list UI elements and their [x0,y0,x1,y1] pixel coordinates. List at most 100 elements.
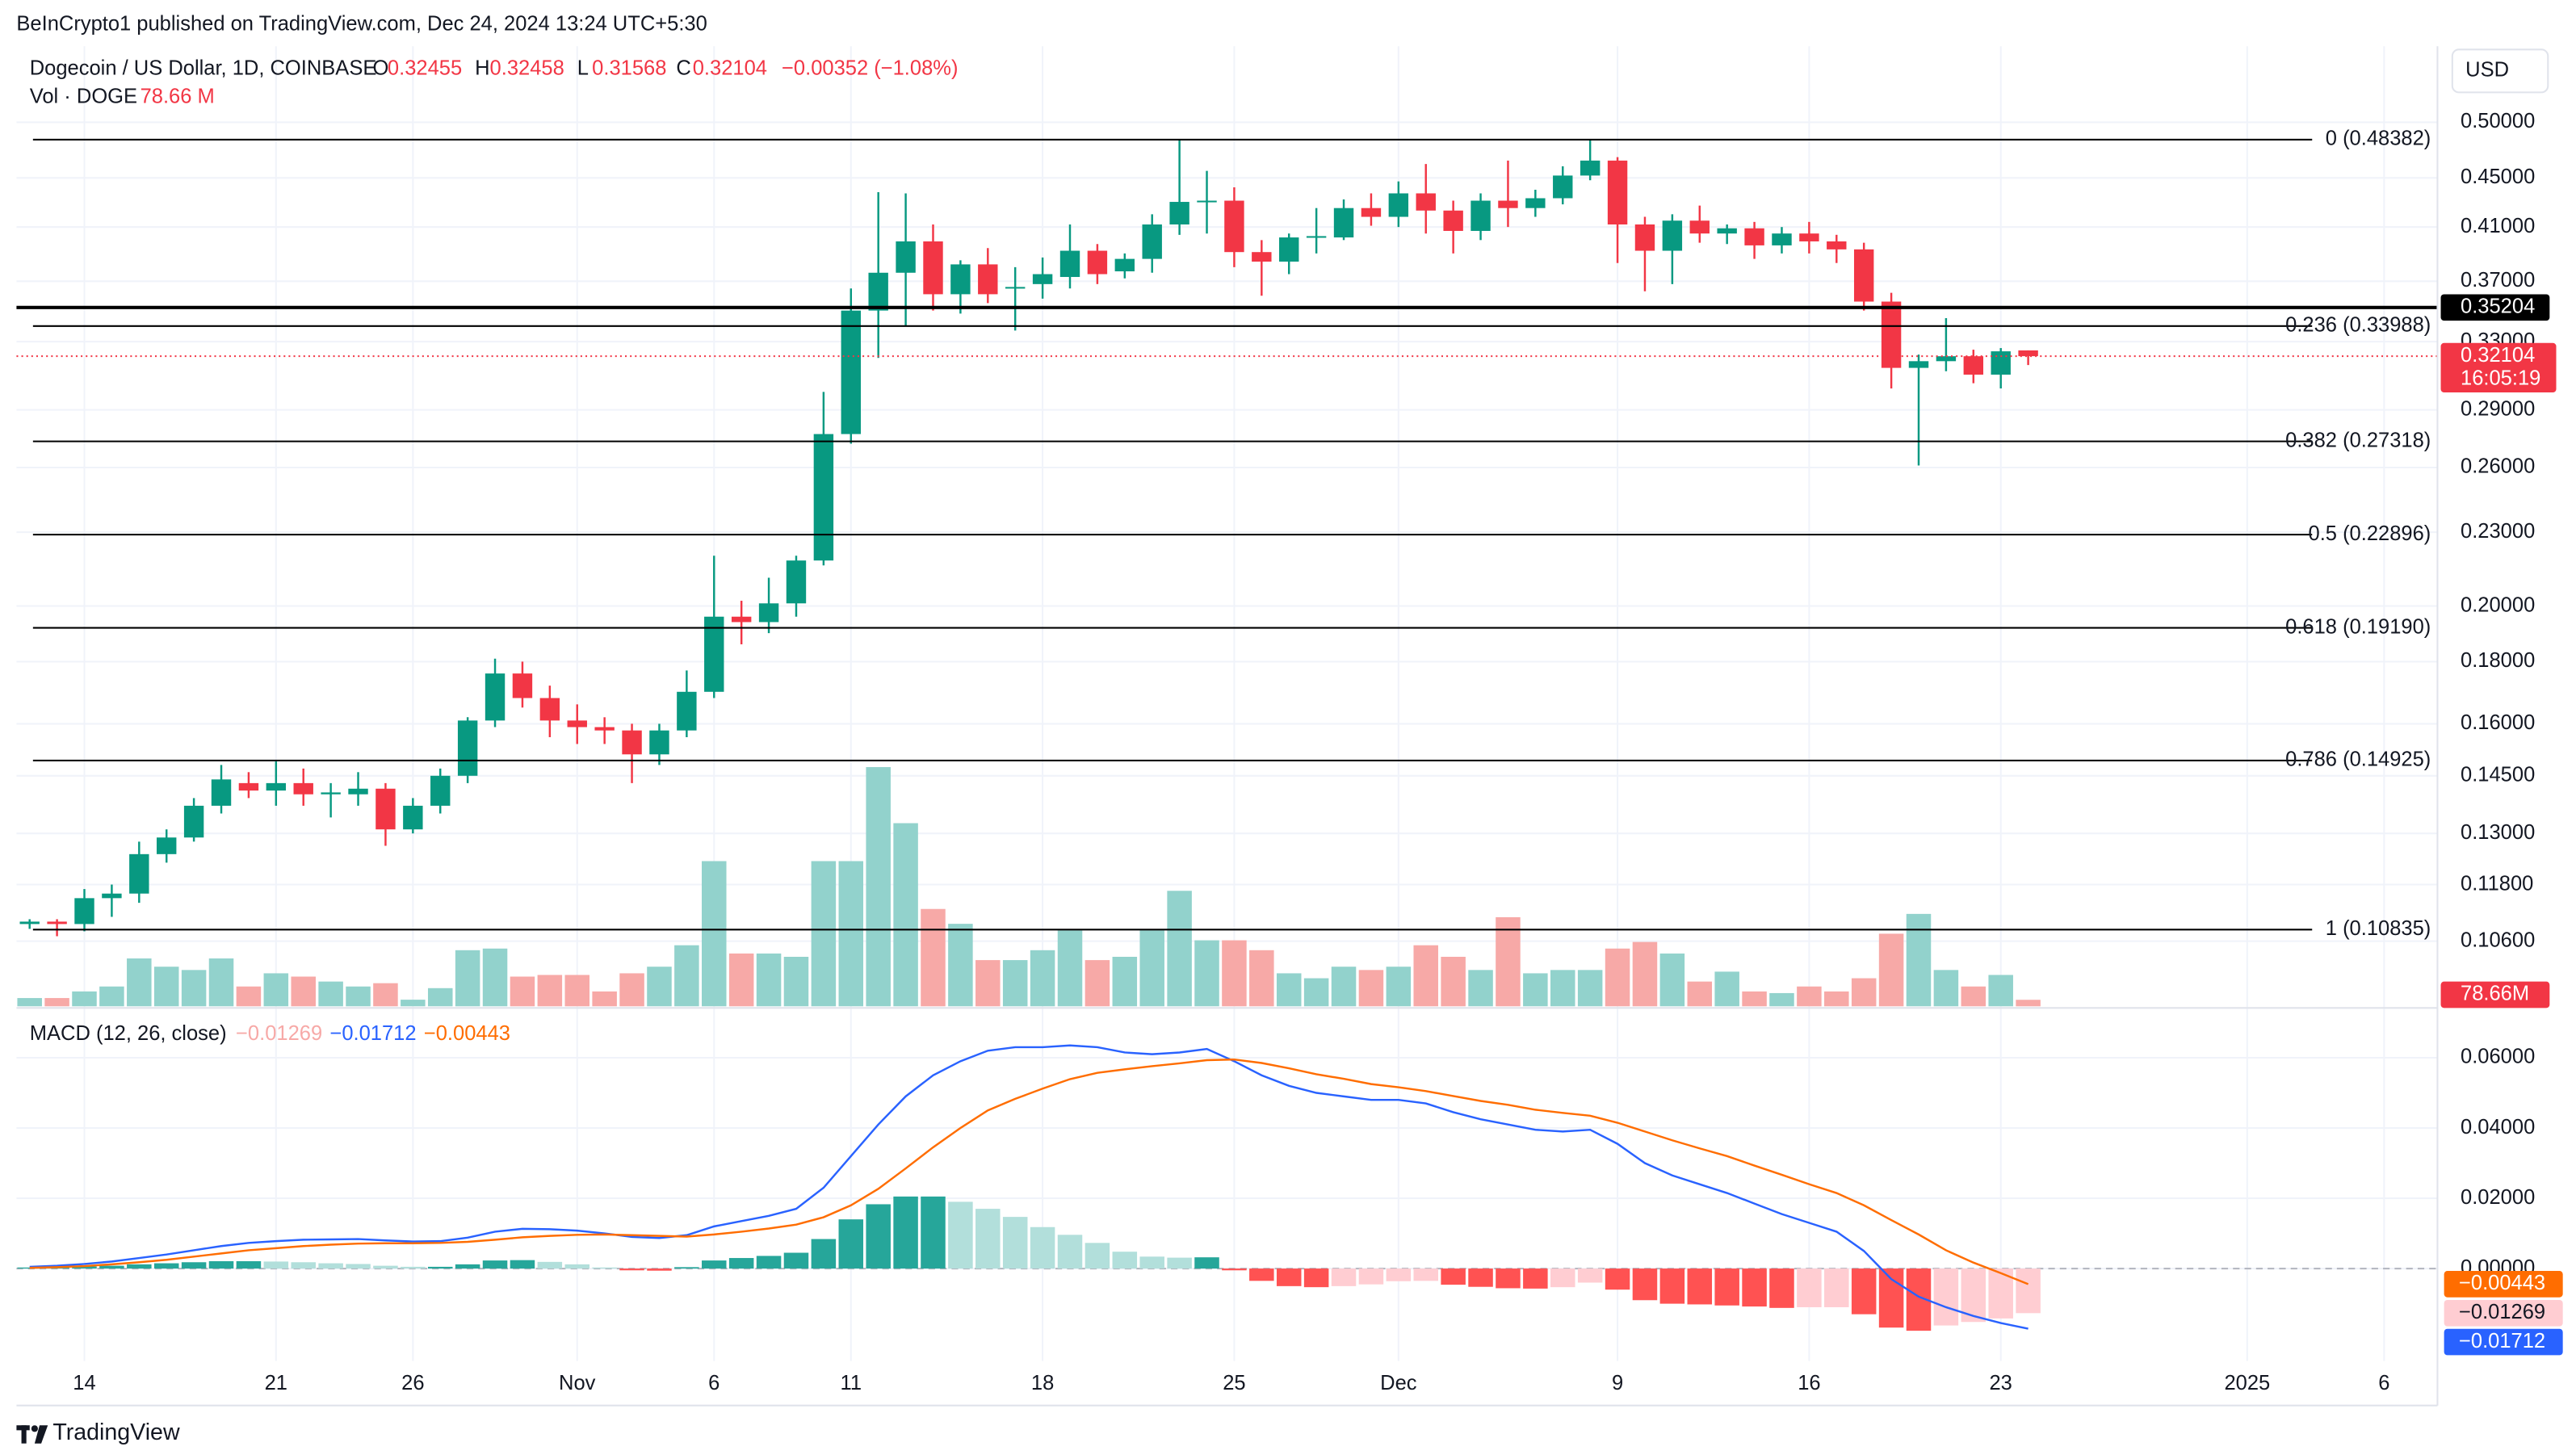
candle-body [539,698,560,721]
macd-histogram-bar [1303,1268,1329,1288]
fib-label: 0.236 (0.33988) [2285,314,2431,337]
x-tick-label: Nov [559,1372,596,1394]
macd-histogram-bar [318,1263,343,1269]
macd-histogram-bar [1468,1268,1493,1287]
volume-badge-label: 78.66M [2461,983,2529,1005]
candle-body [1607,160,1628,224]
candle-body [1744,228,1764,245]
ohlc-value: 0.31568 [592,57,666,80]
candle-body [704,616,724,692]
macd-histogram-bar [236,1260,262,1269]
volume-bar [1331,967,1357,1007]
candle-body [1580,160,1601,176]
volume-bar [893,823,918,1007]
macd-badge-label: −0.01269 [2459,1301,2545,1323]
volume-bar [1167,891,1192,1007]
macd-line-value: −0.01712 [329,1022,416,1045]
volume-bar [318,981,343,1007]
candle-body [1416,193,1436,211]
published-note: BeInCrypto1 published on TradingView.com… [16,12,707,35]
macd-y-tick-label: 0.02000 [2461,1186,2535,1209]
candle-body [1772,233,1792,245]
macd-histogram-bar [1413,1268,1438,1281]
volume-bar [510,976,535,1007]
volume-bar [427,987,453,1007]
macd-histogram-bar [1659,1268,1685,1304]
fib-label: 1 (0.10835) [2326,917,2431,940]
candle-body [950,264,971,295]
x-tick-label: 14 [73,1372,95,1394]
macd-histogram-bar [975,1209,1001,1269]
macd-histogram-bar [181,1262,207,1269]
x-tick-label: 18 [1031,1372,1054,1394]
volume-bar [1413,945,1438,1007]
macd-histogram-bar [948,1201,973,1269]
volume-bar [1605,948,1630,1007]
volume-bar [1577,970,1603,1007]
volume-value: 78.66 M [141,85,215,107]
x-tick-label: 16 [1798,1372,1820,1394]
candle-body [74,898,94,925]
macd-histogram-bar [537,1261,563,1269]
candle-body [841,310,861,434]
candle-body [567,720,587,728]
candle-body [813,434,834,561]
volume-bar [1933,970,1959,1007]
volume-bar [2016,1000,2041,1007]
candle-body [1936,356,1957,362]
volume-bar [702,861,727,1007]
macd-histogram-bar [1002,1217,1028,1269]
macd-histogram-bar [1933,1268,1959,1326]
macd-histogram-value: −0.01269 [236,1022,322,1045]
grid [16,46,2438,1361]
candle-body [1498,200,1518,208]
y-tick-label: 0.16000 [2461,711,2535,734]
brand: TradingView [52,1419,180,1445]
logo-part [34,1425,48,1444]
volume-bar [783,956,809,1007]
fib-label: 0 (0.48382) [2326,128,2431,150]
volume-bar [1523,973,1548,1007]
x-tick-label: 2025 [2224,1372,2270,1394]
candle-body [1388,193,1409,217]
macd-histogram-bar [1276,1268,1302,1286]
macd-histogram-bar [1194,1257,1219,1269]
macd-histogram-bar [1331,1268,1357,1286]
candle-body [731,616,752,623]
volume-bar [1249,950,1274,1007]
macd-histogram-bar [1057,1235,1083,1269]
volume-bar [674,945,699,1007]
macd-histogram-bar [1523,1268,1548,1289]
macd-histogram-bar [346,1264,371,1269]
volume-bar [482,948,508,1007]
candle-body [293,782,313,795]
volume-bar [537,975,563,1007]
last-price-label: 0.32104 [2461,344,2535,367]
y-tick-label: 0.41000 [2461,215,2535,237]
candle-body [457,720,478,776]
candle-body [348,788,368,795]
fib-label: 0.382 (0.27318) [2285,429,2431,451]
price-badge-label: 0.35204 [2461,296,2535,318]
candle-body [238,782,259,791]
macd-histogram-bar [702,1260,727,1269]
ohlc-value: 0.32458 [490,57,564,80]
volume-bar [1714,971,1739,1007]
volume-bar [1988,975,2013,1007]
candle-body [266,782,287,791]
candle-body [183,805,204,838]
volume-bar [346,986,371,1007]
macd-badge-label: −0.01712 [2459,1330,2545,1352]
currency-button[interactable] [2451,48,2549,94]
volume-bar [236,986,262,1007]
y-tick-label: 0.11800 [2461,872,2533,895]
y-tick-label: 0.14500 [2461,764,2535,786]
volume-bar [728,953,754,1007]
volume-bar [455,950,480,1007]
candle-body [403,805,423,830]
currency[interactable]: USD [2465,59,2509,82]
volume-bar [619,973,644,1007]
candle-body [129,853,149,894]
